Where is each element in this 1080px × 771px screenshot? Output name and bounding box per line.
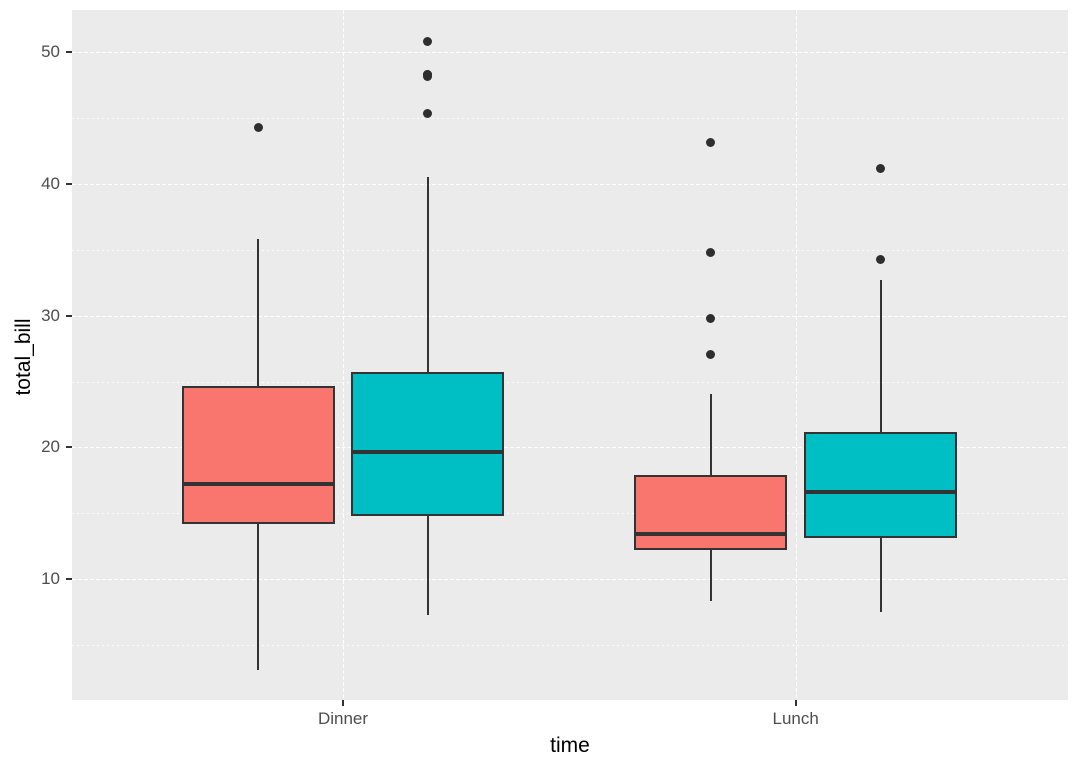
y-axis-tick [66, 51, 72, 54]
gridline-major-30 [72, 315, 1068, 317]
y-tick-label: 50 [41, 42, 60, 62]
y-axis-tick [66, 182, 72, 185]
median-line [183, 482, 333, 487]
outlier-point [706, 350, 716, 360]
x-axis-tick [342, 700, 344, 706]
outlier-point [423, 108, 433, 118]
x-axis-title: time [550, 734, 590, 757]
plot-panel [72, 10, 1068, 700]
gridline-major-20 [72, 447, 1068, 449]
y-axis-tick [66, 314, 72, 317]
gridline-vertical-lunch [795, 10, 797, 700]
gridline-major-50 [72, 52, 1068, 54]
boxplot-box-dinner-series-teal [351, 372, 505, 516]
gridline-major-40 [72, 183, 1068, 185]
median-line [636, 532, 786, 537]
y-tick-label: 10 [41, 569, 60, 589]
gridline-minor-45 [72, 118, 1068, 120]
gridline-minor-5 [72, 645, 1068, 647]
outlier-point [706, 313, 716, 323]
outlier-point [706, 138, 716, 148]
outlier-point [423, 36, 433, 46]
boxplot-box-dinner-series-red [181, 386, 335, 524]
x-tick-label-lunch: Lunch [772, 709, 819, 728]
y-tick-label: 20 [41, 437, 60, 457]
gridline-minor-15 [72, 513, 1068, 515]
boxplot-box-lunch-series-teal [804, 432, 958, 539]
outlier-point [423, 69, 433, 79]
median-line [353, 450, 503, 455]
gridline-minor-35 [72, 249, 1068, 251]
y-tick-label: 40 [41, 173, 60, 193]
gridline-minor-25 [72, 381, 1068, 383]
outlier-point [706, 247, 716, 257]
gridline-major-10 [72, 579, 1068, 581]
y-tick-label: 30 [41, 305, 60, 325]
y-axis-tick [66, 578, 72, 581]
boxplot-box-lunch-series-red [634, 475, 788, 551]
median-line [806, 490, 956, 495]
y-axis-tick [66, 446, 72, 449]
outlier-point [253, 122, 263, 132]
gridline-vertical-dinner [343, 10, 344, 700]
outlier-point [876, 163, 886, 173]
x-tick-label-dinner: Dinner [317, 709, 369, 728]
outlier-point [876, 254, 886, 264]
x-axis-tick [794, 700, 797, 706]
